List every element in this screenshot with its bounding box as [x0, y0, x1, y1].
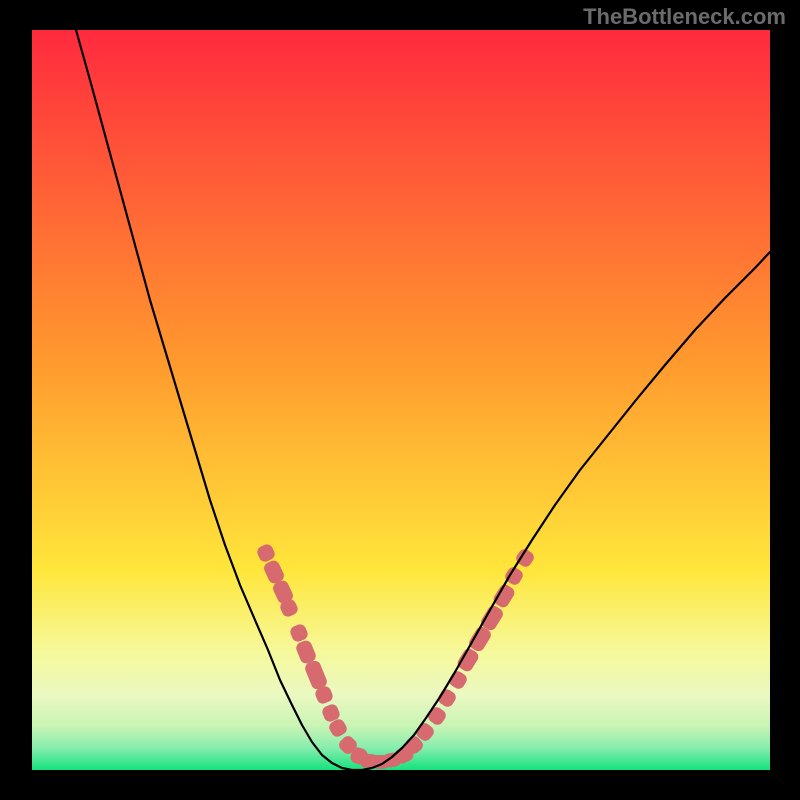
watermark-text: TheBottleneck.com [583, 4, 786, 30]
gradient-plot-area [32, 30, 770, 770]
chart-container: TheBottleneck.com [0, 0, 800, 800]
